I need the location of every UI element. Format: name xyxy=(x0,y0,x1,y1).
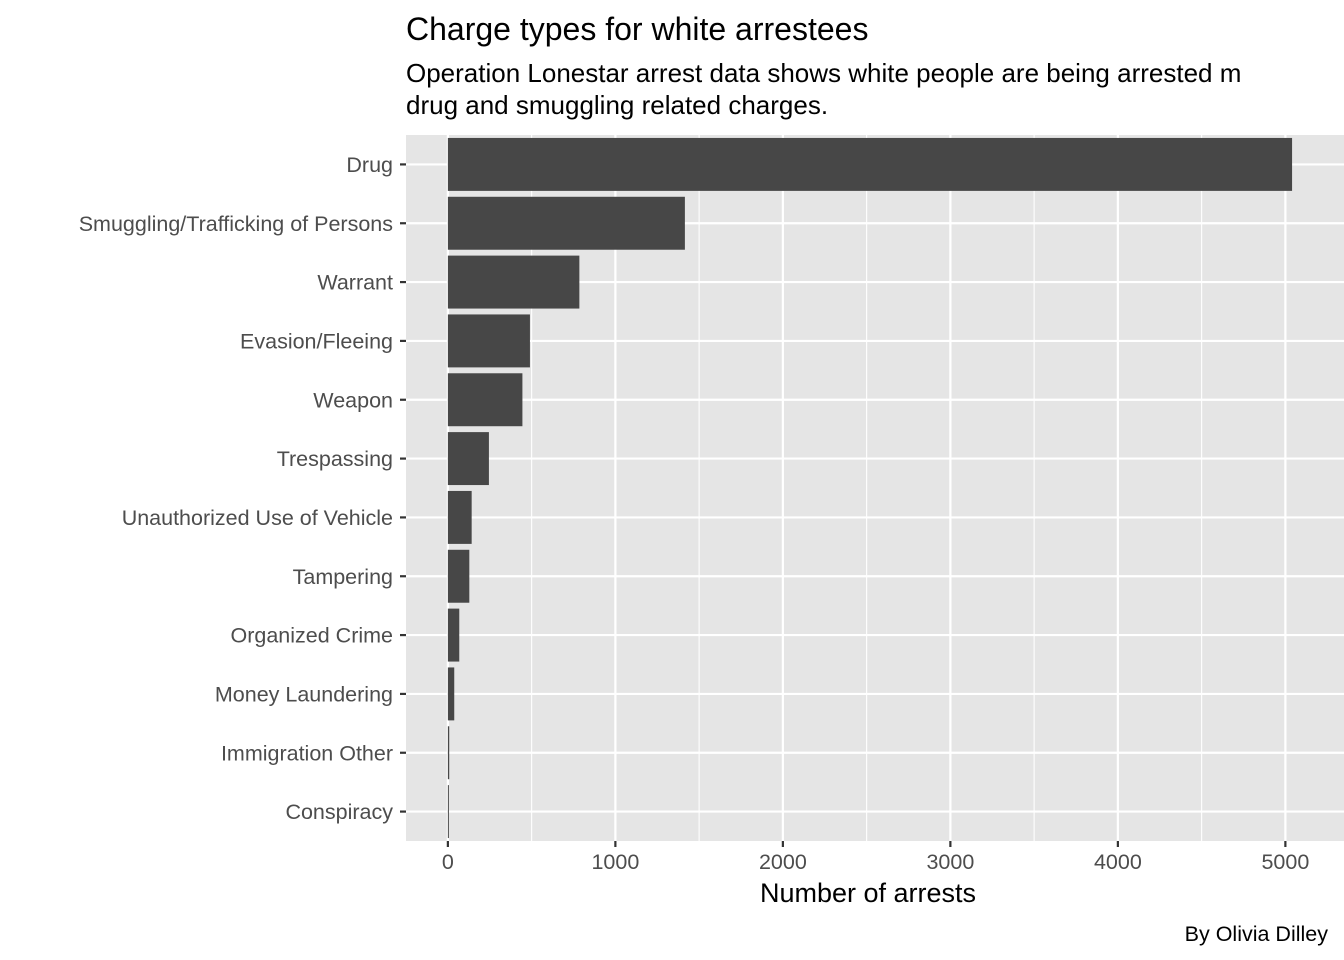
bar xyxy=(447,726,450,780)
x-tick-label: 3000 xyxy=(926,850,974,874)
x-axis: 0 1000 2000 3000 4000 5000 xyxy=(442,841,1309,874)
chart-subtitle-line-1: Operation Lonestar arrest data shows whi… xyxy=(406,58,1241,88)
bar xyxy=(447,549,470,603)
x-tick-label: 5000 xyxy=(1261,850,1309,874)
chart-caption: By Olivia Dilley xyxy=(1185,922,1329,946)
chart-title: Charge types for white arrestees xyxy=(406,11,868,47)
x-tick-label: 2000 xyxy=(759,850,807,874)
y-tick-label: Unauthorized Use of Vehicle xyxy=(122,506,393,530)
bars xyxy=(447,137,1293,839)
y-tick-label: Conspiracy xyxy=(285,800,393,824)
bar xyxy=(447,785,449,839)
x-tick-label: 4000 xyxy=(1094,850,1142,874)
y-tick-label: Smuggling/Trafficking of Persons xyxy=(79,212,393,236)
bar xyxy=(447,608,460,662)
chart-subtitle-line-2: drug and smuggling related charges. xyxy=(406,90,828,120)
y-tick-label: Immigration Other xyxy=(221,741,393,765)
major-gridlines xyxy=(406,135,1344,841)
x-axis-title: Number of arrests xyxy=(760,878,976,908)
plot-panel xyxy=(406,135,1344,841)
minor-gridlines xyxy=(531,135,1203,841)
bar xyxy=(447,667,455,721)
bar xyxy=(447,137,1293,191)
bar xyxy=(447,432,489,486)
y-tick-label: Warrant xyxy=(317,271,393,295)
bar xyxy=(447,314,530,368)
x-tick-label: 1000 xyxy=(591,850,639,874)
bar xyxy=(447,196,685,250)
y-tick-label: Trespassing xyxy=(277,447,393,471)
y-tick-label: Drug xyxy=(346,153,393,177)
y-tick-label: Tampering xyxy=(293,565,393,589)
bar xyxy=(447,373,523,427)
bar xyxy=(447,490,472,544)
y-tick-label: Evasion/Fleeing xyxy=(240,329,393,353)
y-axis: Drug Smuggling/Trafficking of Persons Warr… xyxy=(79,153,406,824)
y-tick-label: Organized Crime xyxy=(231,624,394,648)
y-tick-label: Money Laundering xyxy=(215,682,393,706)
x-tick-label: 0 xyxy=(442,850,454,874)
y-tick-label: Weapon xyxy=(313,388,393,412)
bar xyxy=(447,255,580,309)
